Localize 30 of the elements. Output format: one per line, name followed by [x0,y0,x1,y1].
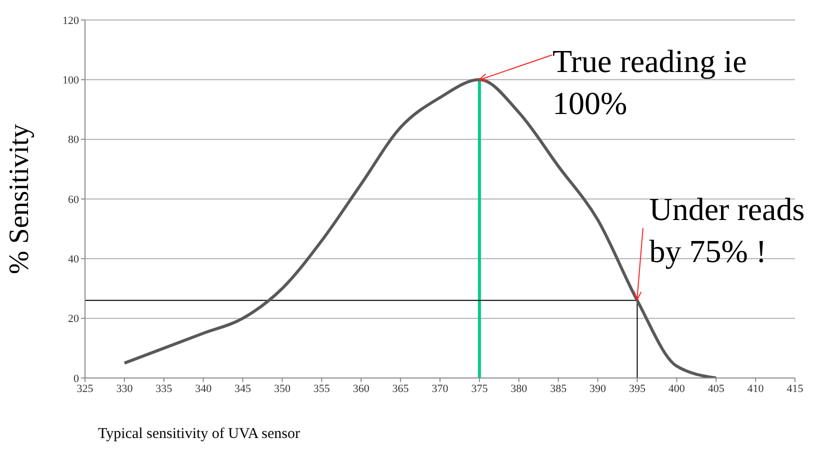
annotation: True reading ie 100% [552,42,748,123]
x-tick-label: 385 [550,382,568,395]
x-tick-label: 375 [471,382,488,395]
x-tick-label: 390 [590,382,607,395]
x-tick-label: 350 [274,382,291,395]
y-tick-label: 80 [68,134,80,146]
x-tick-label: 340 [195,382,212,395]
y-tick-label: 120 [62,14,80,27]
x-tick-label: 415 [786,382,804,395]
x-tick-label: 395 [628,382,646,395]
x-tick-label: 345 [234,382,252,395]
x-tick-label: 355 [313,382,330,395]
x-tick-label: 335 [156,382,173,395]
y-axis-title: % Sensitivity [4,124,35,274]
x-tick-label: 325 [76,382,94,395]
x-tick-label: 410 [747,382,764,395]
y-tick-label: 40 [68,254,80,266]
y-tick-label: 100 [62,74,80,87]
x-tick-label: 405 [708,382,725,395]
annotation: Under reads by 75% ! [649,190,806,272]
y-tick-label: 0 [74,372,80,385]
x-tick-label: 380 [510,382,528,395]
x-tick-label: 360 [352,382,370,395]
x-tick-label: 370 [432,382,449,395]
x-tick-label: 365 [392,382,410,395]
x-tick-label: 400 [668,382,686,395]
text: Typical sensitivity of UVA sensor [98,426,300,443]
y-tick-label: 20 [68,313,80,326]
y-tick-label: 60 [68,194,80,206]
x-tick-label: 330 [116,382,134,395]
